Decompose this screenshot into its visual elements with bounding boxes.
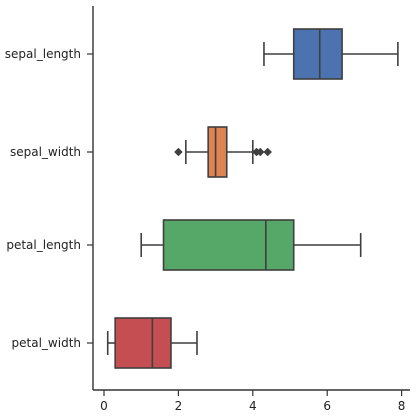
- box-petal_length: [140, 219, 362, 271]
- boxes-group: [106, 28, 399, 369]
- iqr-box: [162, 219, 295, 271]
- outlier-point: [255, 147, 265, 157]
- box-petal_width: [106, 317, 198, 369]
- iqr-box: [292, 28, 343, 80]
- iqr-box: [207, 126, 228, 178]
- iqr-box: [114, 317, 172, 369]
- x-tick-label: 0: [100, 399, 108, 413]
- outlier-point: [263, 147, 273, 157]
- y-tick-label: sepal_length: [5, 47, 81, 61]
- x-tick-label: 6: [323, 399, 331, 413]
- x-tick-label: 4: [249, 399, 257, 413]
- box-sepal_width: [174, 126, 273, 178]
- outlier-point: [174, 147, 183, 157]
- ticks-group: 0 2 4 6 8 sepal_length sepal_width petal_length…: [5, 47, 406, 413]
- x-tick-label: 8: [398, 399, 406, 413]
- x-tick-label: 2: [175, 399, 183, 413]
- axes: [92, 6, 410, 391]
- y-tick-label: petal_width: [12, 336, 81, 350]
- box-sepal_length: [263, 28, 399, 80]
- y-tick-label: petal_length: [6, 238, 81, 252]
- y-tick-label: sepal_width: [10, 145, 81, 159]
